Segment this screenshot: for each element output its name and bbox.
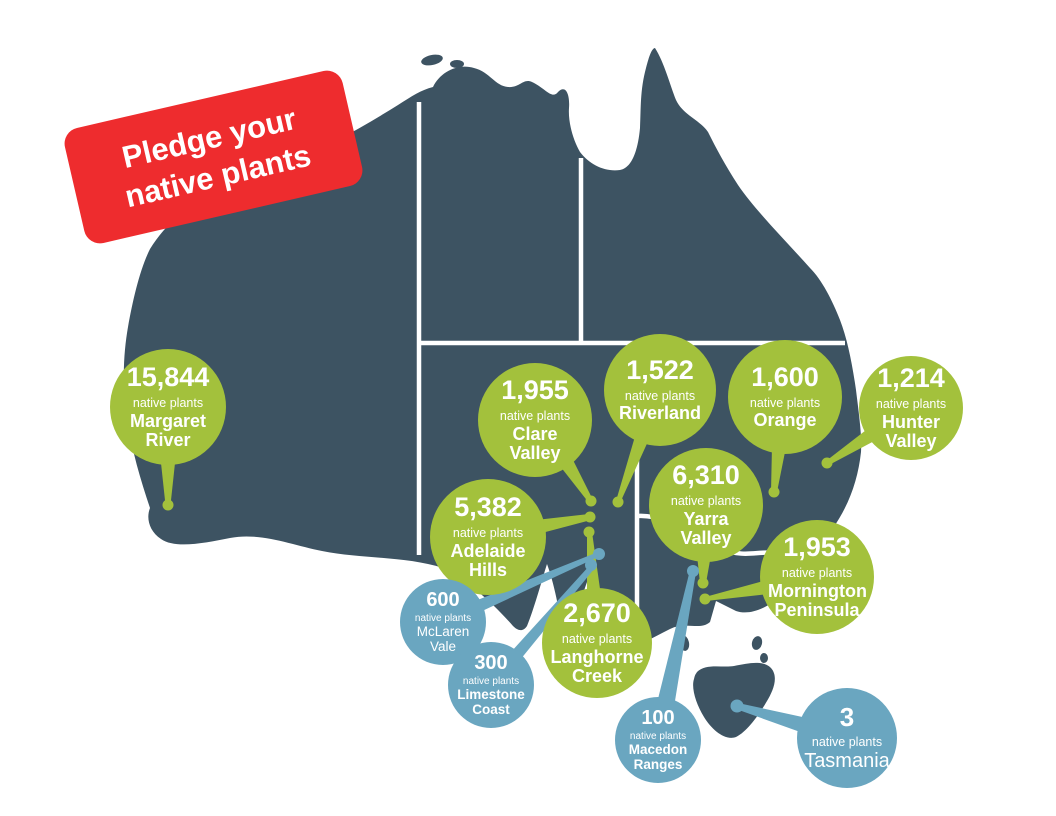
region-name: Orange	[753, 410, 817, 431]
pledge-unit-label: native plants	[781, 566, 853, 581]
dot-adelaide-hills	[584, 511, 596, 523]
region-name: Adelaide Hills	[450, 540, 526, 580]
pledge-count: 1,600	[751, 361, 819, 392]
region-name: Yarra Valley	[680, 508, 732, 548]
pointer-margaret-river	[161, 463, 175, 505]
dot-macedon-ranges	[687, 565, 699, 577]
pointer-macedon-ranges	[657, 570, 696, 707]
region-name: Margaret River	[129, 410, 207, 450]
region-badge-tasmania: 3 native plants Tasmania	[797, 688, 897, 788]
pledge-count: 1,955	[501, 375, 569, 406]
pointer-tasmania	[736, 703, 807, 733]
dot-margaret-river	[162, 499, 174, 511]
region-name: Clare Valley	[509, 423, 561, 463]
region-badge-adelaide-hills: 5,382 native plants Adelaide Hills	[430, 479, 546, 595]
pledge-count: 1,953	[783, 532, 851, 563]
pointer-orange	[771, 446, 786, 492]
dot-hunter-valley	[821, 457, 833, 469]
region-badge-margaret-river: 15,844 native plants Margaret River	[110, 349, 226, 465]
pointer-riverland	[616, 433, 650, 503]
location-dots	[162, 457, 833, 713]
pledge-count: 3	[839, 701, 855, 732]
pledge-count: 6,310	[672, 460, 740, 491]
region-name: Hunter Valley	[882, 411, 940, 451]
region-badge-limestone-coast: 300 native plants Limestone Coast	[448, 642, 534, 728]
pledge-unit-label: native plants	[561, 632, 633, 647]
pledge-unit-label: native plants	[462, 676, 520, 688]
region-name: McLaren Vale	[416, 624, 470, 654]
region-badge-yarra-valley: 6,310 native plants Yarra Valley	[649, 448, 763, 562]
region-badge-orange: 1,600 native plants Orange	[728, 340, 842, 454]
pledge-count: 5,382	[454, 492, 522, 523]
dot-tasmania	[730, 699, 744, 713]
pledge-unit-label: native plants	[629, 731, 687, 743]
pointer-lines	[161, 427, 878, 733]
pledge-count: 1,522	[626, 354, 694, 385]
region-badge-clare-valley: 1,955 native plants Clare Valley	[478, 363, 592, 477]
pledge-count: 2,670	[563, 598, 631, 629]
dot-clare-valley	[585, 495, 597, 507]
pledge-unit-label: native plants	[749, 395, 821, 410]
pointer-mornington-peninsula	[705, 580, 769, 601]
pledge-unit-label: native plants	[499, 409, 571, 424]
pledge-unit-label: native plants	[414, 613, 472, 625]
pledge-unit-label: native plants	[132, 396, 204, 411]
dot-yarra-valley	[697, 577, 709, 589]
pledge-count: 15,844	[126, 362, 210, 393]
pointer-mclaren-vale	[475, 552, 600, 612]
region-badge-macedon-ranges: 100 native plants Macedon Ranges	[615, 697, 701, 783]
pledge-count: 100	[641, 707, 675, 730]
region-badge-riverland: 1,522 native plants Riverland	[604, 334, 716, 446]
pledge-unit-label: native plants	[670, 494, 742, 509]
pointer-hunter-valley	[826, 427, 878, 465]
region-name: Limestone Coast	[457, 687, 525, 717]
region-name: Tasmania	[804, 750, 890, 773]
region-badge-mornington-peninsula: 1,953 native plants Mornington Peninsula	[760, 520, 874, 634]
dot-mornington-peninsula	[699, 593, 711, 605]
region-name: Mornington Peninsula	[768, 580, 867, 620]
dot-riverland	[612, 496, 624, 508]
pledge-unit-label: native plants	[452, 526, 524, 541]
pointer-clare-valley	[560, 458, 593, 503]
region-badge-hunter-valley: 1,214 native plants Hunter Valley	[859, 356, 963, 460]
pledge-count: 600	[426, 589, 460, 612]
region-badge-langhorne-creek: 2,670 native plants Langhorne Creek	[542, 588, 652, 698]
pointer-adelaide-hills	[536, 514, 591, 534]
pledge-unit-label: native plants	[875, 397, 947, 412]
pledge-count: 1,214	[877, 363, 945, 394]
dot-mclaren-vale	[593, 548, 605, 560]
dot-limestone-coast	[585, 559, 597, 571]
pledge-count: 300	[474, 652, 508, 675]
dot-orange	[768, 486, 780, 498]
dot-langhorne-creek	[583, 526, 595, 538]
pledge-unit-label: native plants	[624, 388, 696, 403]
pointer-yarra-valley	[697, 555, 711, 583]
small-islands	[421, 54, 768, 663]
region-name: Langhorne Creek	[550, 646, 644, 686]
pledge-unit-label: native plants	[811, 734, 883, 749]
region-name: Riverland	[618, 403, 702, 424]
region-name: Macedon Ranges	[628, 742, 688, 772]
